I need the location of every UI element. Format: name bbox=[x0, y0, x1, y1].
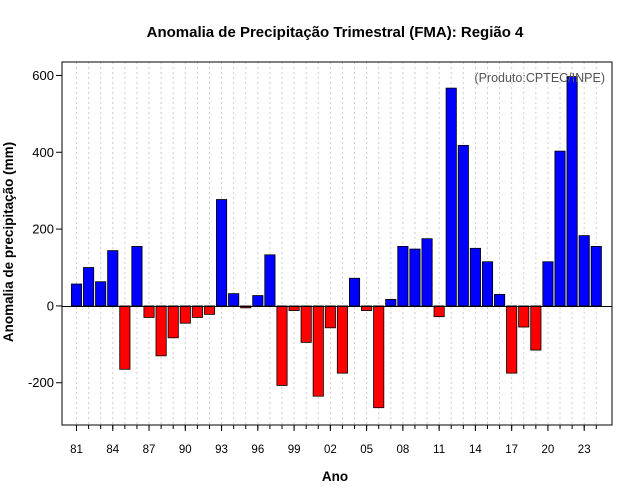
y-tick-label: 600 bbox=[32, 68, 54, 83]
bar-1985 bbox=[119, 305, 131, 370]
x-tick-label: 11 bbox=[433, 444, 445, 456]
bar-2006 bbox=[373, 305, 385, 409]
bar-1994 bbox=[228, 293, 240, 307]
bar-2010 bbox=[421, 238, 433, 307]
x-tick-label: 96 bbox=[251, 444, 264, 456]
bar-1983 bbox=[95, 281, 107, 307]
plot-frame bbox=[61, 61, 613, 426]
bar-1993 bbox=[216, 199, 228, 307]
bar-2012 bbox=[445, 87, 457, 307]
x-tick-label: 81 bbox=[70, 444, 83, 456]
x-tick-label: 20 bbox=[542, 444, 555, 456]
x-axis-label: Ano bbox=[322, 469, 348, 484]
bar-2007 bbox=[385, 298, 397, 307]
x-tick-label: 14 bbox=[469, 444, 482, 456]
x-tick-label: 23 bbox=[578, 444, 591, 456]
y-tick-label: -200 bbox=[28, 375, 54, 390]
bar-1981 bbox=[70, 283, 83, 307]
x-axis-ticks: 81 84 87 90 93 96 99 02 05 08 11 14 17 20 23 bbox=[70, 425, 597, 456]
bar-2008 bbox=[397, 245, 409, 307]
x-tick-label: 02 bbox=[324, 444, 337, 456]
bar-1990 bbox=[179, 305, 191, 324]
bar-1991 bbox=[191, 305, 203, 318]
source-annotation: (Produto:CPTEC/INPE) bbox=[474, 71, 605, 85]
bar-2004 bbox=[348, 277, 361, 307]
bar-2003 bbox=[336, 305, 348, 374]
bar-1997 bbox=[264, 254, 276, 307]
y-axis-label: Anomalia de precipitação (mm) bbox=[1, 142, 16, 342]
x-tick-label: 99 bbox=[288, 444, 301, 456]
bar-2022 bbox=[566, 76, 578, 307]
bar-2023 bbox=[578, 235, 590, 307]
bar-1992 bbox=[203, 305, 216, 315]
y-tick-label: 400 bbox=[32, 145, 54, 160]
bar-1999 bbox=[288, 305, 300, 311]
y-tick-label: 0 bbox=[47, 298, 54, 313]
bar-1987 bbox=[143, 305, 155, 318]
bar-1996 bbox=[252, 295, 264, 307]
chart-title: Anomalia de Precipitação Trimestral (FMA… bbox=[147, 24, 524, 41]
y-axis-ticks: -200 0 200 400 600 bbox=[28, 68, 62, 390]
x-tick-label: 05 bbox=[360, 444, 373, 456]
bar-2024 bbox=[590, 245, 602, 307]
bar-1982 bbox=[83, 267, 95, 307]
bar-2020 bbox=[542, 261, 554, 307]
bar-2019 bbox=[530, 305, 542, 351]
x-tick-label: 90 bbox=[179, 444, 192, 456]
bar-2005 bbox=[361, 305, 373, 311]
bar-1984 bbox=[107, 250, 119, 307]
bar-2018 bbox=[518, 305, 530, 328]
bar-2011 bbox=[433, 305, 445, 318]
bar-2000 bbox=[300, 305, 312, 343]
bar-2016 bbox=[494, 293, 506, 307]
x-tick-label: 93 bbox=[215, 444, 228, 456]
y-tick-label: 200 bbox=[32, 222, 54, 237]
bar-2014 bbox=[469, 247, 481, 307]
x-tick-label: 08 bbox=[396, 444, 409, 456]
x-tick-label: 84 bbox=[106, 444, 119, 456]
bar-2013 bbox=[457, 144, 469, 307]
bar-2021 bbox=[554, 150, 566, 307]
bar-2015 bbox=[481, 261, 494, 307]
bar-2002 bbox=[324, 305, 336, 329]
bar-2009 bbox=[409, 248, 421, 307]
vertical-gridlines bbox=[76, 62, 597, 425]
bar-1988 bbox=[155, 305, 167, 357]
x-tick-label: 17 bbox=[505, 444, 518, 456]
bar-2001 bbox=[312, 305, 324, 397]
x-tick-label: 87 bbox=[143, 444, 156, 456]
bars bbox=[70, 76, 602, 409]
bar-1989 bbox=[167, 305, 179, 339]
bar-2017 bbox=[506, 305, 518, 374]
bar-1998 bbox=[276, 305, 288, 386]
bar-1986 bbox=[131, 245, 143, 307]
